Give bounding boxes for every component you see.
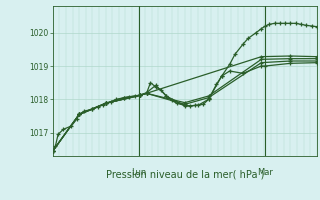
Text: Mar: Mar xyxy=(257,168,273,177)
Text: Lun: Lun xyxy=(131,168,146,177)
X-axis label: Pression niveau de la mer( hPa ): Pression niveau de la mer( hPa ) xyxy=(106,170,264,180)
